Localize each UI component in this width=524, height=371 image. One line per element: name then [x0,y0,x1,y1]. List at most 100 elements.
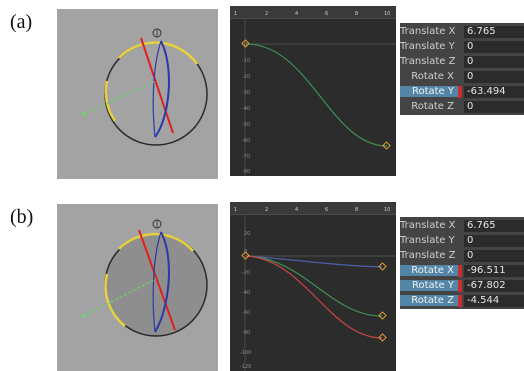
channel-row-rotate-y[interactable]: Rotate Y -63.494 [400,85,524,98]
channel-name: Translate X [400,220,456,231]
ruler-tick: 6 [325,207,328,213]
viewport-a[interactable] [57,9,218,179]
value-tick: -70 [242,154,250,160]
keyframe[interactable] [378,262,387,271]
channel-name: Rotate X [411,71,454,82]
rotate-y-curve [245,43,388,147]
key-indicator [458,101,462,113]
channel-row-translate-x[interactable]: Translate X 6.765 [400,25,524,38]
channel-name: Rotate Y [400,280,458,291]
value-tick: -40 [242,106,250,112]
value-tick: -50 [242,122,250,128]
value-tick: -80 [242,169,250,175]
curve-plot-b[interactable]: 1 2 4 6 8 10 20 0 -20 -40 -60 -80 -100 -… [230,202,396,371]
value-tick: -60 [242,138,250,144]
key-indicator [458,26,462,38]
curve-plot-a[interactable]: 1 2 4 6 8 10 0 -10 -20 -30 -40 -50 -60 -… [230,6,396,176]
channel-value-field[interactable]: -67.802 [464,279,524,292]
value-tick: -30 [242,90,250,96]
channel-name: Translate Y [400,235,455,246]
channel-row-rotate-x[interactable]: Rotate X 0 [400,70,524,83]
key-indicator [458,56,462,68]
key-indicator [458,294,462,307]
channel-name: Translate Z [400,250,456,261]
rotate-x-curve [245,255,383,339]
channel-name: Rotate Y [400,86,458,97]
value-tick: -20 [242,74,250,80]
channel-name: Translate Y [400,41,455,52]
value-tick: -60 [242,310,250,316]
ruler-tick: 2 [265,11,268,17]
key-indicator [458,85,462,98]
channel-row-translate-y[interactable]: Translate Y 0 [400,40,524,53]
channel-box-b: Translate X 6.765 Translate Y 0 Translat… [400,217,524,309]
channel-value-field[interactable]: 0 [464,55,524,68]
keyframe[interactable] [378,333,387,342]
channel-value-field[interactable]: 0 [464,40,524,53]
key-indicator [458,71,462,83]
panel-label-a: (a) [10,11,33,33]
ruler-tick: 4 [295,11,298,17]
value-tick: -120 [240,364,251,370]
keyframe[interactable] [241,39,250,48]
channel-value-field[interactable]: 6.765 [464,219,524,232]
panel-label-b: (b) [10,206,34,228]
ruler-tick: 1 [234,207,237,213]
ruler-tick: 8 [355,207,358,213]
ruler-tick: 10 [384,207,390,213]
key-indicator [458,279,462,292]
channel-value-field[interactable]: 0 [464,70,524,83]
channel-row-rotate-z[interactable]: Rotate Z 0 [400,100,524,113]
keyframe[interactable] [241,251,250,260]
ruler-tick: 8 [355,11,358,17]
channel-row-translate-x[interactable]: Translate X 6.765 [400,219,524,232]
ruler-tick: 1 [234,11,237,17]
key-indicator [458,250,462,262]
channel-name: Rotate X [400,265,458,276]
channel-name: Rotate Z [400,295,458,306]
value-tick: -80 [242,330,250,336]
value-tick: -100 [240,350,251,356]
channel-value-field[interactable]: 0 [464,234,524,247]
channel-row-rotate-z[interactable]: Rotate Z -4.544 [400,294,524,307]
key-indicator [458,235,462,247]
ruler-tick: 2 [265,207,268,213]
value-tick: -40 [242,290,250,296]
value-tick: -20 [242,270,250,276]
rotate-manipulator-b[interactable] [57,204,218,371]
value-tick: 20 [244,231,250,237]
channel-row-translate-z[interactable]: Translate Z 0 [400,55,524,68]
graph-editor-a[interactable]: 1 2 4 6 8 10 0 -10 -20 -30 -40 -50 -60 -… [230,6,396,176]
keyframe[interactable] [378,311,387,320]
channel-value-field[interactable]: -96.511 [464,264,524,277]
channel-name: Rotate Z [411,101,454,112]
graph-editor-b[interactable]: 1 2 4 6 8 10 20 0 -20 -40 -60 -80 -100 -… [230,202,396,371]
channel-value-field[interactable]: 0 [464,100,524,113]
keyframe[interactable] [382,141,391,150]
value-tick: -10 [242,58,250,64]
channel-value-field[interactable]: 0 [464,249,524,262]
key-indicator [458,220,462,232]
time-ruler-a[interactable] [230,6,396,19]
channel-row-rotate-x[interactable]: Rotate X -96.511 [400,264,524,277]
rotate-z-curve [245,255,383,268]
ruler-tick: 10 [384,11,390,17]
key-indicator [458,264,462,277]
channel-value-field[interactable]: -4.544 [464,294,524,307]
ruler-tick: 6 [325,11,328,17]
channel-row-rotate-y[interactable]: Rotate Y -67.802 [400,279,524,292]
rotate-manipulator-a[interactable] [57,9,218,179]
value-tick: 0 [244,42,247,48]
time-ruler-b[interactable] [230,202,396,215]
key-indicator [458,41,462,53]
viewport-b[interactable] [57,204,218,371]
channel-row-translate-y[interactable]: Translate Y 0 [400,234,524,247]
channel-row-translate-z[interactable]: Translate Z 0 [400,249,524,262]
channel-value-field[interactable]: -63.494 [464,85,524,98]
channel-value-field[interactable]: 6.765 [464,25,524,38]
rotate-y-curve [245,255,383,317]
channel-name: Translate X [400,26,456,37]
channel-box-a: Translate X 6.765 Translate Y 0 Translat… [400,23,524,115]
channel-name: Translate Z [400,56,456,67]
ruler-tick: 4 [295,207,298,213]
